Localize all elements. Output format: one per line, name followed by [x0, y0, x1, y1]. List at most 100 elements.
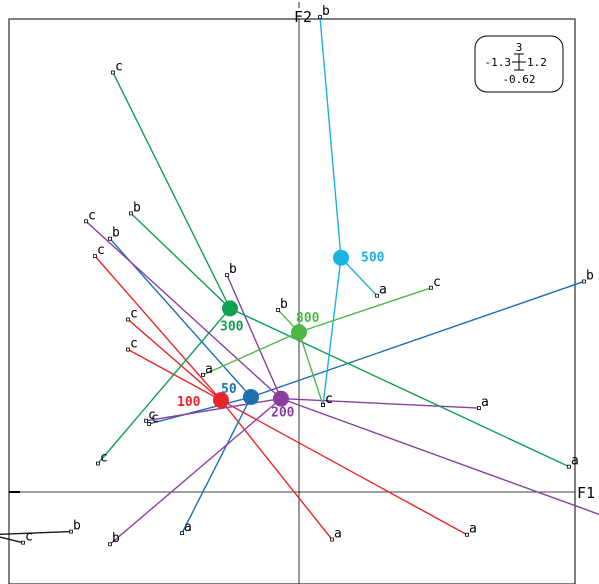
branch-point-10-c-3 [21, 540, 25, 545]
branch-label-500-b-0: b [322, 4, 330, 19]
branch-label-300-c-3: c [100, 451, 108, 466]
centroid-point-800 [291, 324, 307, 341]
branch-label-800-c-2: c [433, 275, 441, 290]
scale-box-top-value: 3 [516, 41, 523, 54]
branch-point-50-a-0 [180, 531, 184, 536]
branch-line-10-c-3 [0, 536, 24, 544]
branch-line-200-c-4 [85, 220, 282, 400]
branch-point-200-a-0 [477, 406, 481, 411]
branch-point-800-a-1 [201, 372, 205, 377]
branch-line-200-c-5 [145, 397, 282, 422]
branch-line-100-c-4 [127, 348, 222, 401]
branch-point-100-a-1 [465, 532, 469, 537]
branch-label-800-a-1: a [205, 362, 213, 377]
branch-label-10-b-1: b [73, 519, 81, 534]
centroid-label-50: 50 [221, 382, 237, 397]
centroid-point-100 [213, 392, 229, 409]
branch-line-200-b-3 [226, 274, 282, 399]
branch-line-300-a-0 [229, 307, 570, 468]
branch-point-800-b-0 [276, 308, 280, 312]
branch-line-300-b-1 [130, 212, 231, 309]
branch-label-10-c-3: c [25, 530, 33, 545]
branch-line-100-a-1 [220, 399, 468, 536]
branch-line-200-b-2 [109, 398, 282, 545]
branch-line-200-a-1 [280, 397, 599, 516]
branch-point-50-b-2 [108, 236, 112, 241]
centroid-label-200: 200 [271, 406, 295, 421]
branch-label-100-c-3: c [130, 306, 138, 321]
scale-box-bottom-value: -0.62 [502, 73, 535, 86]
branch-point-300-b-1 [129, 211, 133, 216]
branch-label-200-c-5: c [148, 408, 156, 423]
branch-point-200-b-3 [225, 273, 229, 278]
branch-line-800-c-3 [298, 331, 324, 406]
branch-line-100-c-2 [94, 255, 222, 401]
branch-point-200-c-5 [144, 418, 148, 423]
branch-point-500-a-1 [375, 293, 379, 298]
chart-marks: abccaacccabbcaabbccabccbaccbac1010050200… [0, 4, 599, 547]
branch-label-100-a-0: a [334, 526, 342, 541]
branch-point-200-b-2 [108, 542, 112, 547]
centroid-point-50 [243, 389, 259, 406]
branch-point-10-b-1 [69, 529, 73, 534]
branch-label-50-c-3: c [151, 411, 159, 426]
branch-point-100-c-2 [93, 254, 97, 259]
branch-line-300-c-2 [112, 72, 231, 309]
branch-point-300-a-0 [567, 464, 571, 469]
branch-line-100-a-0 [220, 399, 333, 540]
scale-box-left-value: -1.3 [485, 56, 512, 69]
centroid-label-300: 300 [220, 319, 244, 334]
centroid-point-500 [333, 249, 349, 266]
scale-box-right-value: 1.2 [527, 56, 547, 69]
branch-label-800-c-3: c [325, 392, 333, 407]
branch-point-100-c-4 [126, 347, 130, 352]
branch-point-200-c-4 [84, 219, 88, 224]
branch-line-500-b-0 [319, 17, 342, 258]
centroid-point-200 [273, 390, 289, 407]
scale-box: 3 -1.3 1.2 -0.62 [474, 35, 564, 93]
branch-label-50-b-1: b [586, 268, 594, 283]
centroid-label-500: 500 [361, 251, 385, 266]
branch-label-50-a-0: a [184, 520, 192, 535]
branch-point-50-c-3 [147, 422, 151, 426]
branch-label-200-b-3: b [229, 262, 237, 277]
branch-label-300-a-0: a [571, 454, 579, 469]
y-axis-label: F2 [294, 8, 312, 26]
branch-label-100-c-2: c [97, 243, 105, 258]
branch-point-50-b-1 [582, 279, 586, 284]
branch-label-500-c-2: c [325, 392, 333, 407]
branch-line-10-b-1 [0, 530, 72, 536]
branch-line-200-a-0 [280, 397, 480, 409]
branch-line-800-a-1 [202, 331, 300, 376]
branch-label-50-b-2: b [112, 226, 120, 241]
branch-point-100-a-0 [330, 537, 334, 542]
branch-line-800-c-2 [298, 287, 432, 333]
branch-label-800-b-0: b [280, 297, 288, 312]
branch-line-50-b-1 [250, 280, 585, 398]
branch-line-300-c-3 [97, 307, 231, 464]
branch-label-200-a-0: a [481, 395, 489, 410]
centroid-label-100: 100 [177, 395, 201, 410]
branch-label-200-c-4: c [88, 208, 96, 223]
branch-label-200-b-2: b [112, 531, 120, 546]
centroid-label-10: 10 [0, 512, 1, 527]
branch-label-300-b-1: b [133, 200, 141, 215]
branch-label-100-c-4: c [130, 337, 138, 352]
branch-point-100-c-3 [126, 317, 130, 322]
centroid-label-800: 800 [296, 311, 320, 326]
branch-label-100-a-1: a [469, 522, 477, 537]
branch-line-50-c-3 [148, 396, 252, 425]
branch-point-800-c-2 [429, 285, 433, 290]
branch-point-500-b-0 [318, 15, 322, 19]
branch-label-500-a-1: a [379, 283, 387, 298]
branch-line-500-a-1 [340, 257, 378, 297]
branch-point-500-c-2 [321, 403, 325, 407]
branch-line-500-c-2 [322, 257, 342, 406]
branch-point-300-c-2 [111, 70, 115, 75]
branch-point-300-c-3 [96, 461, 100, 466]
plot-frame [8, 18, 576, 584]
branch-label-300-c-2: c [115, 60, 123, 75]
x-axis-label: F1 [577, 484, 595, 502]
branch-line-50-a-0 [181, 396, 252, 534]
